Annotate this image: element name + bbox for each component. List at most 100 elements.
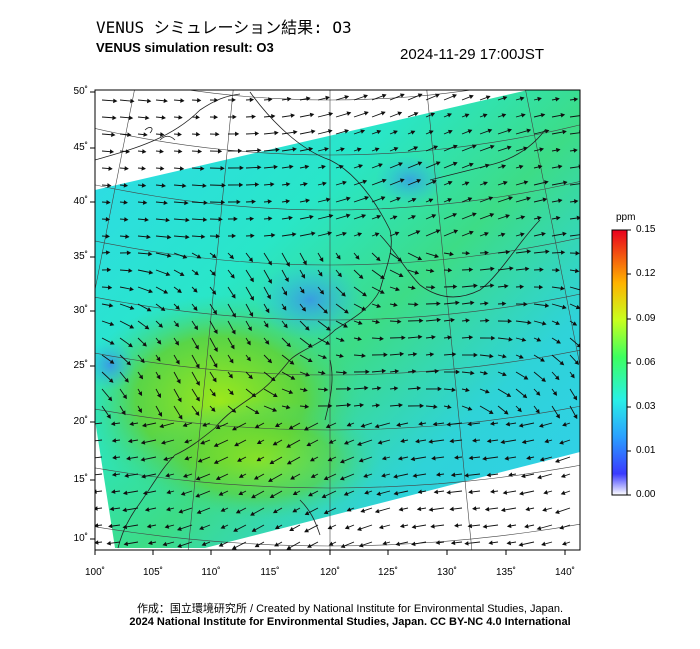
lat-label-25: 25˚ bbox=[73, 360, 88, 371]
wind-vector-head bbox=[374, 147, 380, 152]
wind-vector-head bbox=[95, 506, 98, 511]
wind-vector-head bbox=[105, 234, 110, 239]
wind-vector-head bbox=[268, 477, 273, 482]
wind-vector-head bbox=[400, 438, 405, 444]
wind-vector-head bbox=[309, 457, 315, 462]
wind-vector-head bbox=[378, 524, 384, 530]
wind-vector-head bbox=[472, 212, 477, 217]
wind-vector-head bbox=[520, 215, 526, 220]
wind-vector-head bbox=[231, 545, 237, 550]
wind-vector-head bbox=[581, 289, 584, 292]
wind-vector-head bbox=[521, 337, 527, 342]
wind-vector-head bbox=[290, 475, 295, 480]
wind-vector-head bbox=[304, 404, 310, 409]
wind-vector-head bbox=[482, 524, 488, 529]
wind-vector-head bbox=[410, 130, 416, 135]
wind-vector-head bbox=[540, 113, 546, 118]
wind-vector-head bbox=[446, 490, 451, 495]
wind-vector bbox=[569, 183, 580, 186]
wind-vector-head bbox=[527, 320, 532, 325]
wind-vector-head bbox=[274, 130, 279, 136]
wind-vector-head bbox=[165, 506, 171, 512]
wind-vector-head bbox=[229, 390, 234, 396]
wind-vector-head bbox=[162, 541, 168, 547]
wind-vector-head bbox=[202, 422, 208, 427]
wind-vector-head bbox=[432, 421, 438, 427]
wind-vector-head bbox=[383, 352, 388, 358]
wind-vector-head bbox=[328, 111, 334, 117]
wind-vector-head bbox=[336, 255, 341, 260]
wind-vector-head bbox=[251, 199, 256, 204]
wind-vector-head bbox=[193, 306, 198, 311]
wind-vector-head bbox=[450, 472, 456, 478]
wind-vector-head bbox=[411, 285, 416, 290]
wind-vector-head bbox=[558, 164, 563, 170]
wind-vector-head bbox=[490, 283, 495, 288]
wind-vector-head bbox=[381, 473, 386, 478]
wind-vector-head bbox=[105, 217, 111, 222]
wind-vector-head bbox=[210, 407, 216, 412]
wind-vector-head bbox=[109, 340, 115, 345]
wind-vector-head bbox=[129, 286, 134, 292]
wind-vector-head bbox=[401, 335, 406, 340]
wind-vector-head bbox=[435, 161, 441, 166]
wind-vector-head bbox=[489, 353, 494, 359]
lon-label-115: 115˚ bbox=[260, 567, 280, 578]
wind-vector-head bbox=[285, 404, 291, 410]
wind-vector-head bbox=[220, 524, 226, 529]
wind-vector-head bbox=[254, 131, 260, 136]
wind-vector-head bbox=[159, 423, 164, 429]
colorbar-tick-0.01: 0.01 bbox=[636, 445, 656, 456]
wind-vector-head bbox=[195, 411, 200, 416]
lon-label-110: 110˚ bbox=[201, 567, 221, 578]
wind-vector-head bbox=[431, 285, 436, 290]
wind-vector-head bbox=[167, 253, 172, 258]
wind-vector-head bbox=[416, 506, 422, 512]
wind-vector-head bbox=[321, 493, 327, 499]
wind-vector-head bbox=[300, 273, 306, 279]
wind-vector-head bbox=[357, 336, 363, 342]
wind-vector-head bbox=[324, 147, 329, 152]
wind-vector-head bbox=[325, 95, 330, 101]
wind-vector-head bbox=[428, 130, 434, 135]
wind-vector-head bbox=[434, 253, 439, 259]
wind-vector-head bbox=[112, 115, 117, 121]
wind-vector-head bbox=[393, 386, 399, 391]
wind-vector-head bbox=[488, 409, 494, 414]
wind-vector-head bbox=[304, 325, 310, 331]
wind-vector-head bbox=[165, 271, 171, 276]
wind-vector-head bbox=[539, 267, 544, 272]
wind-vector-head bbox=[328, 541, 334, 546]
colorbar-tick-0.06: 0.06 bbox=[636, 357, 656, 368]
wind-vector-head bbox=[576, 215, 580, 221]
wind-vector-head bbox=[105, 250, 111, 255]
wind-vector-head bbox=[576, 343, 580, 348]
wind-vector-head bbox=[147, 540, 153, 546]
wind-vector-head bbox=[286, 443, 291, 448]
wind-vector-head bbox=[508, 336, 513, 342]
wind-vector-head bbox=[128, 268, 133, 273]
wind-vector-head bbox=[340, 543, 346, 549]
wind-vector-head bbox=[417, 161, 423, 166]
wind-vector-head bbox=[504, 455, 509, 461]
wind-vector-head bbox=[435, 93, 440, 98]
wind-vector-head bbox=[572, 321, 578, 326]
wind-vector-head bbox=[142, 490, 148, 496]
wind-vector-head bbox=[292, 147, 297, 152]
wind-vector-head bbox=[197, 149, 203, 154]
wind-vector-head bbox=[395, 286, 400, 292]
wind-vector-head bbox=[305, 372, 310, 377]
wind-vector-head bbox=[229, 254, 234, 260]
wind-vector-head bbox=[381, 455, 387, 461]
wind-vector-head bbox=[428, 439, 433, 444]
wind-vector-head bbox=[501, 113, 507, 118]
wind-vector-head bbox=[537, 96, 542, 102]
wind-vector-head bbox=[465, 250, 471, 256]
wind-vector-head bbox=[251, 392, 257, 398]
wind-vector-head bbox=[487, 128, 493, 134]
wind-vector-head bbox=[148, 270, 154, 275]
wind-vector-head bbox=[362, 292, 367, 297]
wind-vector-head bbox=[328, 439, 334, 444]
wind-vector-head bbox=[552, 391, 558, 396]
wind-vector-head bbox=[393, 474, 398, 479]
